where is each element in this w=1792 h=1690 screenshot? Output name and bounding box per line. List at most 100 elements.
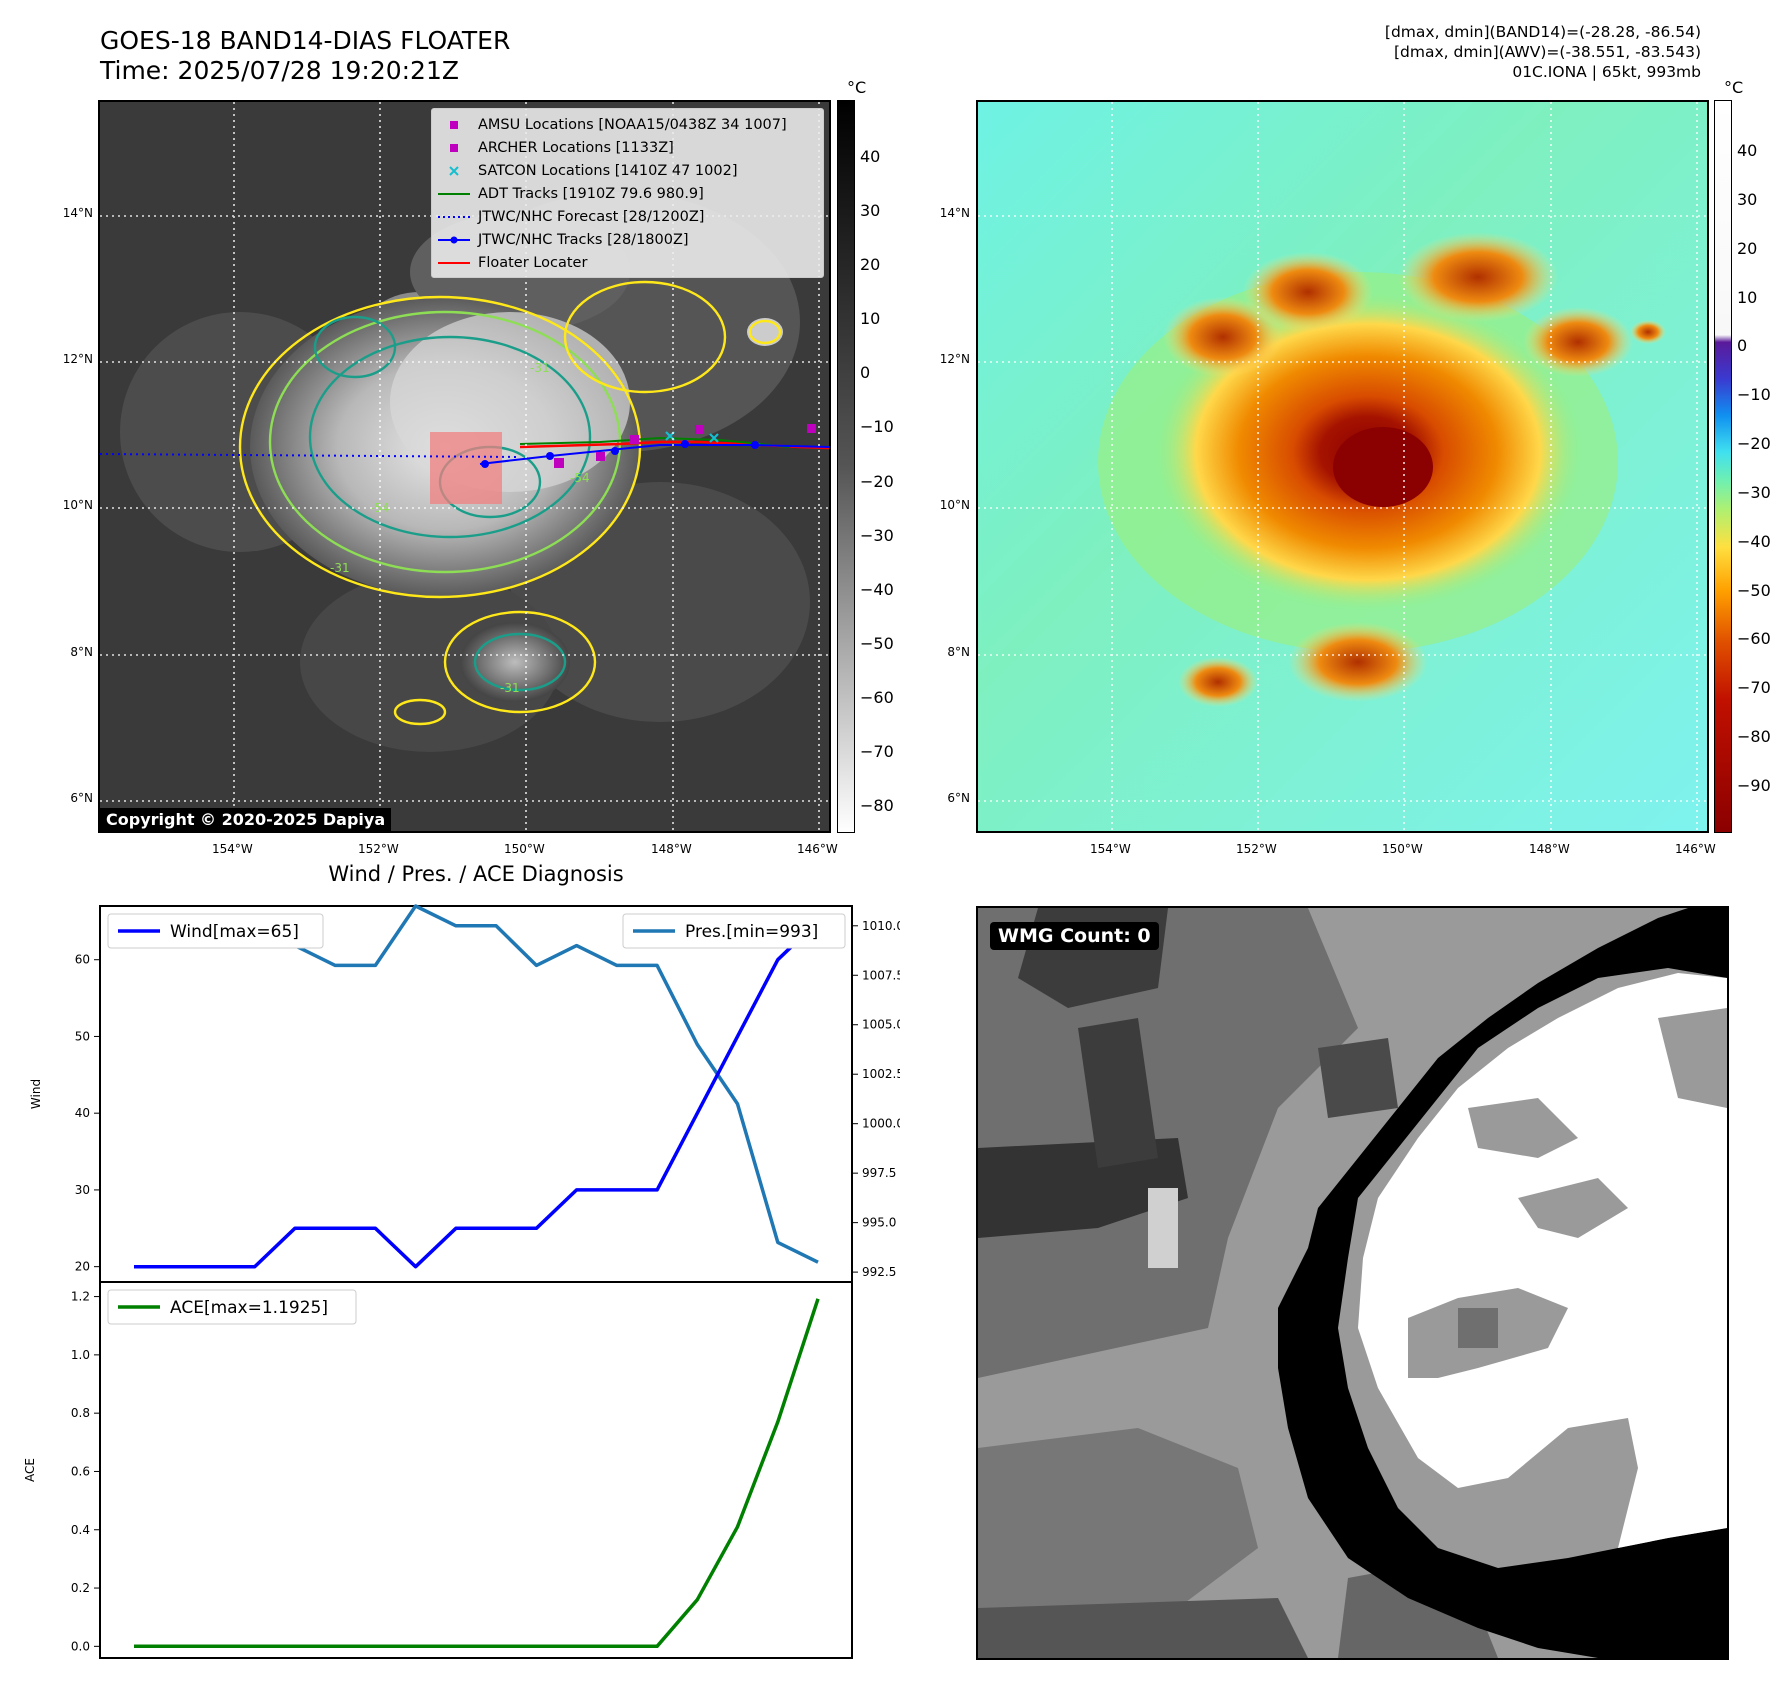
contour-label: -31 <box>330 561 350 575</box>
contour-teal <box>313 315 397 379</box>
pressure-legend-box <box>622 913 846 949</box>
contour-teal <box>308 335 592 539</box>
colorbar-tick-label: −20 <box>1737 434 1771 454</box>
colorbar-tick-label: −10 <box>860 417 894 437</box>
contour-yellow <box>563 280 727 394</box>
lon-tick-label: 150°W <box>1382 842 1423 856</box>
wmg-region-mid <box>1468 1098 1578 1158</box>
diagnosis-chart: 20 30 40 50 60 992.5 995.0 997.5 1000.0 1002.5 100… <box>23 904 900 1659</box>
wmg-region-dark <box>978 1598 1308 1658</box>
colorbar-tick-label: 20 <box>860 255 881 275</box>
colorbar-tick-label: −60 <box>1737 629 1771 649</box>
right-colorbar-unit: °C <box>1724 78 1744 97</box>
colorbar-tick-label: 30 <box>860 201 881 221</box>
convective-cell <box>1243 252 1373 332</box>
convective-cell <box>1288 622 1428 702</box>
legend-label: JTWC/NHC Forecast [28/1200Z] <box>478 209 705 225</box>
colorbar-tick-label: −50 <box>860 633 894 653</box>
lon-tick-label: 148°W <box>1529 842 1570 856</box>
awv-map-svg <box>978 102 1707 831</box>
satcon-marker <box>709 433 719 443</box>
ace-tick-label: 0.6 <box>71 1464 90 1478</box>
track-point <box>481 460 489 468</box>
amsu-marker <box>554 458 564 468</box>
contour-green <box>268 310 622 574</box>
colorbar-tick-label: −70 <box>860 741 894 761</box>
convective-cell <box>1163 297 1283 377</box>
wmg-region-mid <box>1518 1178 1628 1238</box>
pressure-tick-label: 1000.0 <box>862 1117 900 1131</box>
lon-tick-label: 152°W <box>358 842 399 856</box>
jtwc-forecast-track <box>100 453 521 458</box>
wmg-eyewall-ring <box>1278 908 1727 1658</box>
wind-tick-label: 50 <box>75 1029 90 1043</box>
colorbar-tick-label: −80 <box>860 796 894 815</box>
floater-locater-box <box>430 432 502 504</box>
convective-cell <box>1178 657 1258 707</box>
lat-tick-label: 6°N <box>70 791 93 805</box>
ir-grayscale-map: -54 -54 -31 -31 -31 AMSU Locations [NOAA… <box>98 100 831 833</box>
legend-swatch <box>438 216 470 218</box>
awv-colorbar <box>1714 100 1732 833</box>
ace-tick-label: 0.0 <box>71 1639 90 1653</box>
wmg-region-light <box>1148 1188 1178 1268</box>
ace-tick-label: 1.0 <box>71 1348 90 1362</box>
colorbar-tick-label: 40 <box>1737 141 1758 160</box>
ace-axes <box>99 1281 853 1659</box>
lon-tick-label: 154°W <box>212 842 253 856</box>
colorbar-tick-label: −60 <box>860 687 894 707</box>
pressure-tick-label: 997.5 <box>862 1166 896 1180</box>
lon-tick-label: 152°W <box>1236 842 1277 856</box>
legend-label: ARCHER Locations [1133Z] <box>478 140 674 156</box>
lat-tick-label: 8°N <box>70 645 93 659</box>
contour-teal <box>473 632 567 692</box>
lat-tick-label: 10°N <box>939 498 970 512</box>
track-point <box>681 440 689 448</box>
pressure-tick-label: 995.0 <box>862 1216 896 1230</box>
cloud-cluster <box>747 318 783 346</box>
diagnosis-title: Wind / Pres. / ACE Diagnosis <box>328 862 624 886</box>
map-legend: AMSU Locations [NOAA15/0438Z 34 1007] ARC… <box>431 108 824 278</box>
wmg-region-dark <box>1458 1308 1498 1348</box>
pressure-tick-label: 1010.0 <box>862 919 900 933</box>
wind-tick-label: 20 <box>75 1260 90 1274</box>
grayscale-colorbar <box>837 100 855 833</box>
wind-legend-label: Wind[max=65] <box>170 922 299 942</box>
colorbar-tick-label: −40 <box>860 579 894 599</box>
pressure-tick-label: 1007.5 <box>862 968 900 982</box>
wind-tick-label: 60 <box>75 953 90 967</box>
colorbar-tick-label: −50 <box>1737 580 1771 600</box>
lat-tick-label: 12°N <box>939 352 970 366</box>
ace-legend-label: ACE[max=1.1925] <box>170 1298 328 1318</box>
lon-tick-label: 146°W <box>1675 842 1716 856</box>
ace-legend-box <box>107 1289 357 1325</box>
archer-marker <box>596 452 605 461</box>
contour-yellow <box>393 698 447 726</box>
contour-label: -54 <box>370 501 390 515</box>
pressure-legend-label: Pres.[min=993] <box>685 922 818 942</box>
wmg-region-dark <box>978 1138 1188 1238</box>
wmg-region-dark <box>1318 1038 1398 1118</box>
archer-marker <box>630 435 639 444</box>
lat-tick-label: 12°N <box>62 352 93 366</box>
contour-yellow <box>443 610 597 714</box>
pressure-tick-label: 1005.0 <box>862 1018 900 1032</box>
stats-band14: [dmax, dmin](BAND14)=(-28.28, -86.54) <box>1384 23 1701 41</box>
track-point <box>546 452 554 460</box>
convective-cell <box>1523 307 1633 377</box>
legend-label: SATCON Locations [1410Z 47 1002] <box>478 163 738 179</box>
wind-pressure-axes <box>99 905 853 1283</box>
colorbar-tick-label: 10 <box>1737 287 1758 307</box>
colorbar-tick-label: −20 <box>860 471 894 491</box>
pressure-tick-label: 1002.5 <box>862 1067 900 1081</box>
legend-swatch <box>438 193 470 195</box>
track-point <box>611 447 619 455</box>
pressure-tick-label: 992.5 <box>862 1265 896 1279</box>
convective-cell <box>1630 320 1666 344</box>
legend-entry: Floater Locater <box>436 253 587 273</box>
left-colorbar-unit: °C <box>847 78 867 97</box>
wmg-count-badge: WMG Count: 0 <box>990 922 1159 950</box>
convective-cell <box>1398 232 1558 322</box>
colorbar-tick-label: −70 <box>1737 678 1771 698</box>
adt-track <box>519 436 791 448</box>
